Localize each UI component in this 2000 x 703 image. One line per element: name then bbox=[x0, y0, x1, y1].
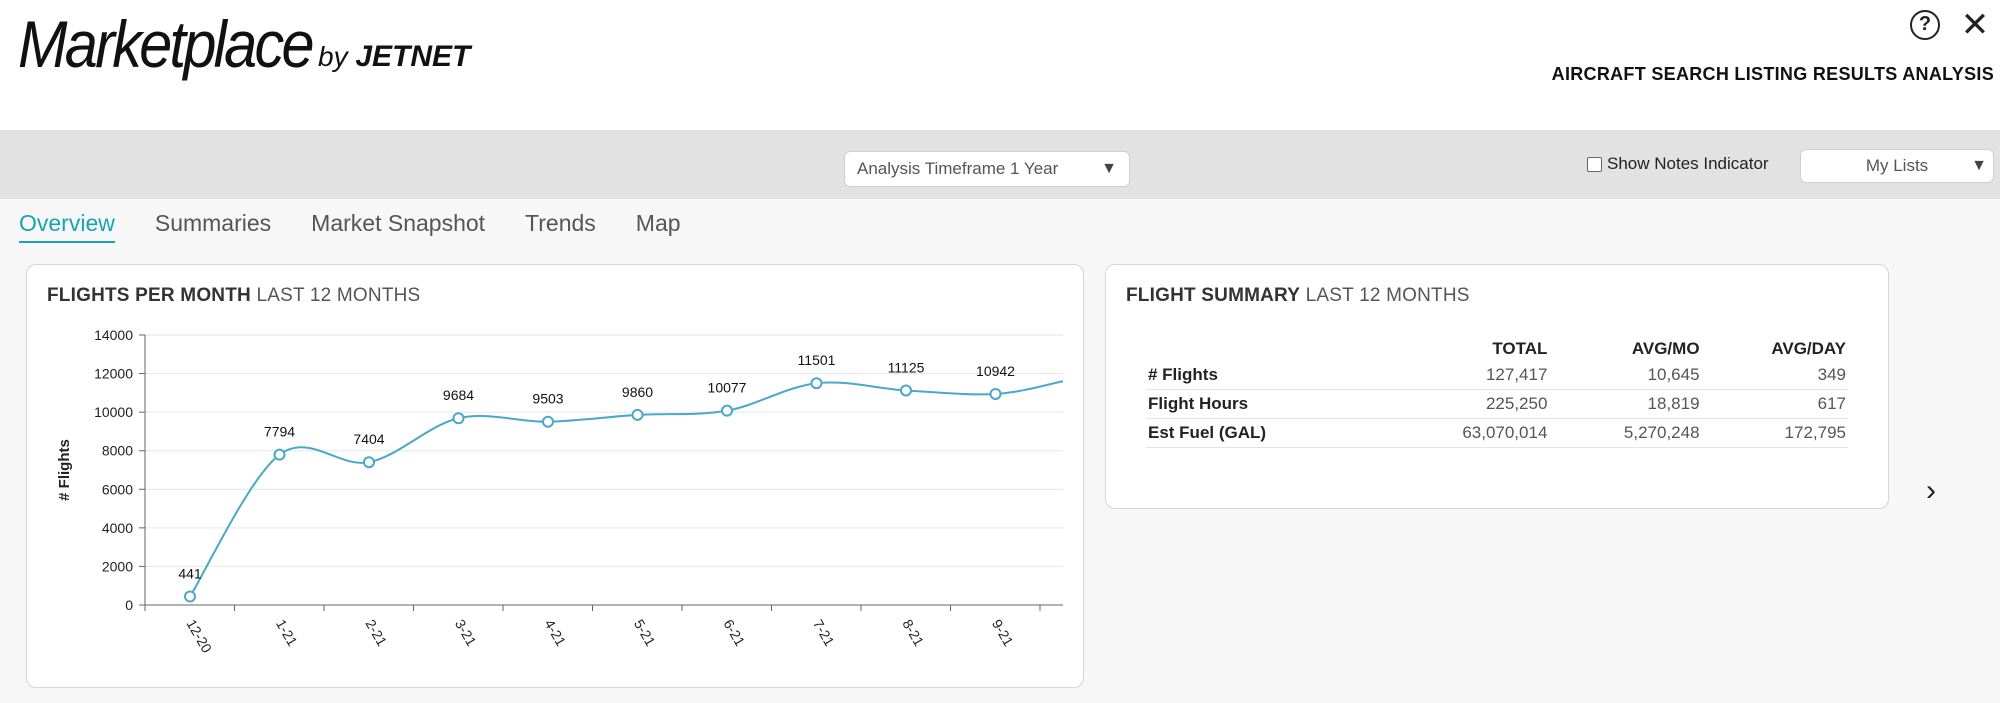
analysis-timeframe-select[interactable]: Analysis Timeframe 1 Year ▼ bbox=[844, 151, 1130, 187]
data-point bbox=[273, 448, 286, 461]
tab-overview[interactable]: Overview bbox=[19, 210, 115, 243]
x-tick-label: 6-21 bbox=[720, 617, 748, 649]
y-tick-label: 6000 bbox=[102, 481, 133, 497]
cell-avg-mo: 10,645 bbox=[1549, 361, 1702, 390]
data-label: 10942 bbox=[976, 363, 1015, 379]
table-row: Flight Hours 225,250 18,819 617 bbox=[1146, 389, 1848, 419]
my-lists-value: My Lists bbox=[1865, 156, 1929, 175]
tab-trends[interactable]: Trends bbox=[525, 210, 596, 236]
cell-avg-mo: 18,819 bbox=[1549, 389, 1702, 419]
data-label: 11125 bbox=[888, 359, 925, 375]
tab-market-snapshot[interactable]: Market Snapshot bbox=[311, 210, 486, 236]
data-label: 10077 bbox=[708, 380, 747, 396]
column-header-avg-day: AVG/DAY bbox=[1771, 339, 1846, 358]
logo-brand: JETNET bbox=[355, 40, 471, 73]
flight-summary-card: FLIGHT SUMMARY LAST 12 MONTHS TOTAL AVG/… bbox=[1105, 264, 1889, 509]
chevron-right-icon[interactable]: › bbox=[1926, 474, 1936, 507]
app-header: Marketplace by JETNET ? ✕ AIRCRAFT SEARC… bbox=[0, 0, 2000, 130]
cell-avg-day: 349 bbox=[1701, 361, 1848, 390]
y-tick-label: 4000 bbox=[102, 520, 133, 536]
filter-toolbar: Analysis Timeframe 1 Year ▼ Show Notes I… bbox=[0, 130, 2000, 199]
view-tabs: Overview Summaries Market Snapshot Trend… bbox=[19, 210, 681, 243]
logo-byline: by JETNET bbox=[318, 40, 470, 74]
y-axis-title: # Flights bbox=[56, 439, 73, 501]
cell-avg-day: 617 bbox=[1701, 389, 1848, 419]
data-label: 7794 bbox=[264, 424, 295, 440]
tab-map[interactable]: Map bbox=[635, 210, 681, 236]
close-icon[interactable]: ✕ bbox=[1960, 6, 1990, 44]
my-lists-select[interactable]: My Lists ▼ bbox=[1800, 149, 1994, 183]
x-tick-label: 5-21 bbox=[631, 617, 659, 649]
data-label: 7404 bbox=[353, 431, 384, 447]
x-tick-label: 2-21 bbox=[362, 617, 390, 649]
tab-summaries[interactable]: Summaries bbox=[154, 210, 272, 236]
x-tick-label: 8-21 bbox=[899, 617, 927, 649]
y-tick-label: 2000 bbox=[102, 558, 133, 574]
row-label: Est Fuel (GAL) bbox=[1146, 418, 1380, 448]
x-tick-label: 7-21 bbox=[810, 617, 838, 649]
data-label: 11501 bbox=[798, 352, 836, 368]
logo-by-text: by bbox=[318, 41, 348, 72]
data-label: 9860 bbox=[622, 384, 653, 400]
flights-per-month-card: FLIGHTS PER MONTH LAST 12 MONTHS 0 2000 40… bbox=[26, 264, 1084, 688]
flights-line-chart: 0 2000 4000 6000 8000 10000 12000 14000 # Flight… bbox=[56, 327, 1064, 656]
marketplace-logo: Marketplace by JETNET bbox=[18, 6, 470, 82]
cell-total: 127,417 bbox=[1379, 361, 1550, 390]
series-line bbox=[189, 380, 1064, 598]
cell-total: 63,070,014 bbox=[1379, 418, 1550, 448]
data-point bbox=[900, 384, 912, 397]
row-label: # Flights bbox=[1146, 361, 1380, 390]
data-label: 9503 bbox=[532, 391, 563, 407]
data-point bbox=[184, 590, 196, 603]
show-notes-label: Show Notes Indicator bbox=[1607, 154, 1769, 173]
y-tick-label: 8000 bbox=[102, 443, 133, 459]
data-point bbox=[631, 408, 644, 421]
y-tick-label: 0 bbox=[125, 597, 133, 613]
row-label: Flight Hours bbox=[1146, 389, 1380, 419]
x-tick-label: 12-20 bbox=[183, 617, 215, 656]
show-notes-checkbox[interactable] bbox=[1587, 156, 1602, 172]
flights-card-title: FLIGHTS PER MONTH LAST 12 MONTHS bbox=[47, 285, 420, 307]
table-row: # Flights 127,417 10,645 349 bbox=[1146, 361, 1848, 390]
flights-card-title-rest: LAST 12 MONTHS bbox=[256, 285, 421, 306]
data-point bbox=[363, 456, 375, 469]
timeframe-value: Analysis Timeframe 1 Year bbox=[857, 159, 1059, 178]
summary-card-title-rest: LAST 12 MONTHS bbox=[1305, 285, 1470, 306]
flights-card-title-bold: FLIGHTS PER MONTH bbox=[47, 285, 251, 306]
data-point bbox=[452, 412, 465, 425]
flight-summary-table: TOTAL AVG/MO AVG/DAY # Flights 127,417 1… bbox=[1146, 337, 1848, 448]
table-row: Est Fuel (GAL) 63,070,014 5,270,248 172,… bbox=[1146, 418, 1848, 448]
x-tick-label: 1-21 bbox=[273, 617, 301, 649]
column-header-avg-mo: AVG/MO bbox=[1631, 339, 1700, 358]
y-tick-label: 10000 bbox=[94, 404, 133, 420]
summary-card-title-bold: FLIGHT SUMMARY bbox=[1126, 285, 1301, 306]
cell-avg-mo: 5,270,248 bbox=[1549, 418, 1702, 448]
data-point bbox=[721, 404, 733, 417]
column-header-label bbox=[1146, 337, 1379, 361]
x-tick-label: 3-21 bbox=[452, 617, 480, 649]
page-title: AIRCRAFT SEARCH LISTING RESULTS ANALYSIS bbox=[1551, 64, 1994, 84]
question-circle-icon[interactable]: ? bbox=[1910, 10, 1940, 40]
chevron-down-icon: ▼ bbox=[1971, 157, 1987, 174]
data-point bbox=[810, 377, 823, 390]
y-tick-label: 14000 bbox=[94, 327, 133, 343]
data-point bbox=[542, 415, 554, 428]
column-header-total: TOTAL bbox=[1492, 339, 1548, 358]
logo-wordmark: Marketplace bbox=[18, 7, 315, 81]
show-notes-toggle[interactable]: Show Notes Indicator bbox=[1587, 154, 1769, 174]
x-tick-label: 9-21 bbox=[989, 617, 1017, 649]
x-tick-label: 4-21 bbox=[541, 617, 569, 649]
data-label: 441 bbox=[178, 565, 202, 581]
summary-card-title: FLIGHT SUMMARY LAST 12 MONTHS bbox=[1126, 285, 1470, 307]
data-point bbox=[989, 387, 1002, 400]
y-tick-label: 12000 bbox=[94, 366, 133, 382]
chevron-down-icon: ▼ bbox=[1101, 160, 1117, 177]
table-header-row: TOTAL AVG/MO AVG/DAY bbox=[1146, 337, 1848, 361]
cell-total: 225,250 bbox=[1379, 389, 1550, 419]
cell-avg-day: 172,795 bbox=[1701, 418, 1848, 448]
data-label: 9684 bbox=[443, 387, 474, 403]
